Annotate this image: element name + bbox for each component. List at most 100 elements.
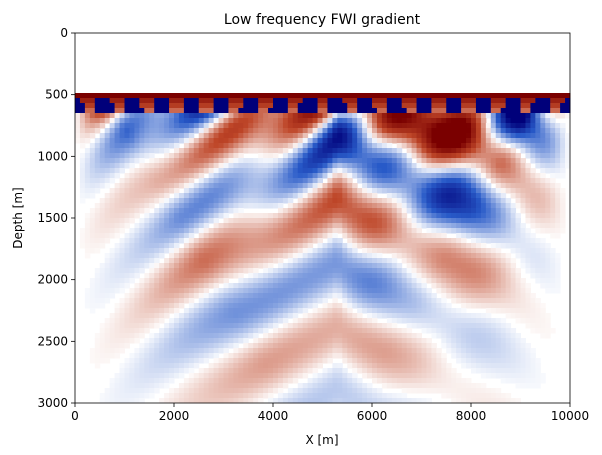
- heatmap-cell: [144, 328, 150, 334]
- heatmap-cell: [431, 143, 437, 149]
- heatmap-cell: [169, 93, 175, 99]
- heatmap-cell: [218, 193, 224, 199]
- heatmap-cell: [104, 343, 111, 349]
- heatmap-cell: [203, 133, 210, 139]
- heatmap-cell: [218, 168, 224, 174]
- heatmap-cell: [352, 168, 358, 174]
- heatmap-cell: [327, 263, 333, 269]
- heatmap-cell: [451, 338, 457, 344]
- heatmap-cell: [391, 218, 398, 224]
- heatmap-cell: [302, 348, 309, 354]
- heatmap-cell: [228, 218, 234, 224]
- heatmap-cell: [411, 163, 418, 169]
- heatmap-cell: [233, 343, 239, 349]
- heatmap-cell: [411, 358, 418, 364]
- heatmap-cell: [535, 263, 541, 269]
- heatmap-cell: [367, 103, 373, 109]
- heatmap-cell: [461, 228, 467, 234]
- heatmap-cell: [466, 188, 472, 194]
- heatmap-cell: [89, 223, 96, 229]
- heatmap-cell: [233, 128, 239, 134]
- heatmap-cell: [248, 238, 254, 244]
- heatmap-cell: [485, 143, 492, 149]
- heatmap-cell: [248, 148, 254, 154]
- heatmap-cell: [144, 203, 150, 209]
- heatmap-cell: [89, 148, 96, 154]
- heatmap-cell: [461, 103, 467, 109]
- heatmap-cell: [79, 108, 86, 114]
- heatmap-cell: [292, 228, 299, 234]
- heatmap-cell: [268, 333, 274, 339]
- heatmap-cell: [332, 288, 338, 294]
- heatmap-cell: [386, 323, 393, 329]
- heatmap-cell: [114, 198, 121, 204]
- heatmap-cell: [550, 328, 556, 334]
- heatmap-cell: [525, 193, 531, 199]
- heatmap-cell: [109, 323, 116, 329]
- heatmap-cell: [441, 148, 447, 154]
- heatmap-cell: [466, 343, 472, 349]
- heatmap-cell: [436, 203, 442, 209]
- heatmap-cell: [490, 148, 497, 154]
- heatmap-cell: [159, 208, 165, 214]
- heatmap-cell: [268, 293, 274, 299]
- heatmap-cell: [485, 203, 492, 209]
- heatmap-cell: [367, 313, 373, 319]
- heatmap-cell: [218, 358, 224, 364]
- heatmap-cell: [525, 323, 531, 329]
- heatmap-cell: [297, 183, 304, 189]
- heatmap-cell: [342, 218, 348, 224]
- heatmap-cell: [292, 353, 299, 359]
- heatmap-cell: [426, 308, 432, 314]
- heatmap-cell: [292, 93, 299, 99]
- heatmap-cell: [248, 143, 254, 149]
- heatmap-cell: [520, 93, 526, 99]
- heatmap-cell: [183, 178, 190, 184]
- heatmap-cell: [357, 123, 363, 129]
- heatmap-cell: [174, 98, 180, 104]
- heatmap-cell: [223, 358, 229, 364]
- heatmap-cell: [94, 293, 101, 299]
- heatmap-cell: [466, 163, 472, 169]
- heatmap-cell: [327, 258, 333, 264]
- heatmap-cell: [332, 98, 338, 104]
- heatmap-cell: [292, 138, 299, 144]
- heatmap-cell: [485, 258, 492, 264]
- heatmap-cell: [238, 183, 244, 189]
- heatmap-cell: [263, 203, 269, 209]
- heatmap-cell: [104, 108, 111, 114]
- heatmap-cell: [386, 233, 393, 239]
- heatmap-cell: [178, 158, 185, 164]
- heatmap-cell: [436, 178, 442, 184]
- heatmap-cell: [149, 148, 155, 154]
- heatmap-cell: [376, 363, 383, 369]
- heatmap-cell: [253, 123, 259, 129]
- heatmap-cell: [292, 193, 299, 199]
- heatmap-cell: [174, 93, 180, 99]
- heatmap-cell: [178, 123, 185, 129]
- heatmap-cell: [391, 318, 398, 324]
- heatmap-cell: [505, 93, 512, 99]
- heatmap-cell: [485, 323, 492, 329]
- heatmap-cell: [94, 143, 101, 149]
- heatmap-cell: [337, 318, 343, 324]
- heatmap-cell: [376, 158, 383, 164]
- heatmap-cell: [109, 248, 116, 254]
- heatmap-cell: [203, 128, 210, 134]
- heatmap-cell: [277, 118, 284, 124]
- heatmap-cell: [178, 103, 185, 109]
- heatmap-cell: [475, 153, 482, 159]
- heatmap-cell: [253, 188, 259, 194]
- heatmap-cell: [114, 228, 121, 234]
- heatmap-cell: [466, 223, 472, 229]
- heatmap-cell: [560, 208, 566, 214]
- heatmap-cell: [292, 333, 299, 339]
- heatmap-cell: [282, 263, 289, 269]
- heatmap-cell: [480, 153, 487, 159]
- heatmap-cell: [253, 273, 259, 279]
- heatmap-cell: [381, 278, 388, 284]
- heatmap-cell: [258, 178, 264, 184]
- heatmap-cell: [277, 148, 284, 154]
- heatmap-cell: [421, 113, 427, 119]
- heatmap-cell: [367, 258, 373, 264]
